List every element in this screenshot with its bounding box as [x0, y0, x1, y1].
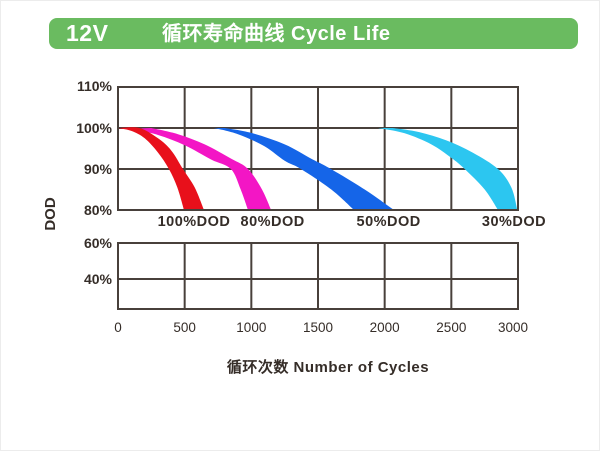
series-label-80%DOD: 80%DOD — [241, 214, 305, 230]
series-label-50%DOD: 50%DOD — [357, 214, 421, 230]
xtick-2500: 2500 — [436, 320, 466, 335]
series-band-80%DOD — [131, 128, 272, 210]
header-bar: 12V 循环寿命曲线 Cycle Life — [49, 18, 578, 49]
xtick-500: 500 — [173, 320, 196, 335]
series-band-50%DOD — [214, 128, 394, 210]
xtick-2000: 2000 — [370, 320, 400, 335]
voltage-badge: 12V — [66, 20, 109, 46]
ytick-100%: 100% — [76, 120, 112, 136]
page-title: 循环寿命曲线 Cycle Life — [162, 23, 391, 45]
xtick-0: 0 — [114, 320, 122, 335]
upper-panel-border — [117, 86, 519, 211]
curve-bands — [118, 127, 518, 210]
ytick-90%: 90% — [84, 161, 113, 177]
xtick-3000: 3000 — [498, 320, 528, 335]
ytick-40: 40% — [84, 271, 113, 287]
series-band-100%DOD — [118, 127, 204, 210]
x-axis-title: 循环次数 Number of Cycles — [227, 358, 429, 376]
lower-panel-border — [117, 242, 519, 310]
ytick-60: 60% — [84, 235, 113, 251]
y-axis-title: DOD — [42, 197, 59, 231]
series-label-30%DOD: 30%DOD — [482, 214, 546, 230]
ytick-110%: 110% — [77, 78, 113, 94]
xtick-1500: 1500 — [303, 320, 333, 335]
series-label-100%DOD: 100%DOD — [158, 214, 231, 230]
ytick-80%: 80% — [84, 202, 113, 218]
xtick-1000: 1000 — [236, 320, 266, 335]
series-band-30%DOD — [378, 128, 518, 210]
